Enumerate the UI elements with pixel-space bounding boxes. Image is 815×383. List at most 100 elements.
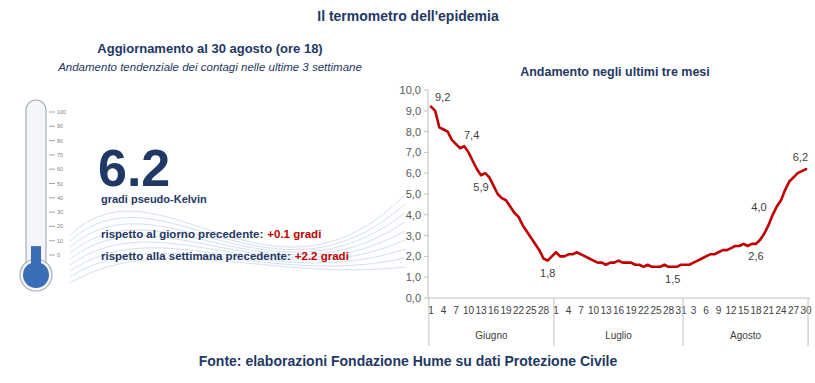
group-label: Giugno — [475, 330, 508, 341]
group-separator — [808, 298, 809, 346]
gauge-change: rispetto alla settimana precedente: +2.2 … — [101, 250, 349, 262]
gauge-change-value: +0.1 gradi — [267, 228, 321, 240]
x-tick-label: 30 — [800, 305, 812, 316]
gauge-tick-label: 100 — [57, 109, 66, 115]
y-tick-label: 4,0 — [406, 209, 421, 221]
y-tick — [424, 110, 428, 111]
annotation: 1,8 — [540, 267, 555, 279]
wave — [70, 240, 405, 265]
x-tick-label: 4 — [441, 305, 447, 316]
y-tick — [424, 277, 428, 278]
y-tick-label: 3,0 — [406, 230, 421, 242]
thermometer-bulb — [23, 262, 49, 288]
gauge-change: rispetto al giorno precedente: +0.1 gradi — [101, 228, 321, 240]
x-axis — [428, 298, 810, 299]
group-label: Agosto — [730, 330, 762, 341]
gauge-tick — [49, 226, 55, 227]
annotation: 6,2 — [793, 151, 808, 163]
source: Fonte: elaborazioni Fondazione Hume su d… — [199, 353, 618, 369]
y-tick — [424, 256, 428, 257]
x-tick-label: 28 — [663, 305, 675, 316]
annotation: 2,6 — [748, 250, 763, 262]
y-tick-label: 6,0 — [406, 167, 421, 179]
gauge-tick — [49, 140, 55, 141]
x-tick-label: 24 — [775, 305, 787, 316]
gauge-change-value: +2.2 gradi — [295, 250, 349, 262]
annotation: 1,5 — [665, 273, 680, 285]
wave — [70, 204, 405, 250]
x-tick-label: 19 — [500, 305, 512, 316]
y-tick-label: 0,0 — [406, 292, 421, 304]
decoration — [70, 195, 405, 283]
gauge-tick — [49, 240, 55, 241]
x-tick-label: 31 — [675, 305, 687, 316]
group-label: Luglio — [605, 330, 632, 341]
x-tick-label: 18 — [750, 305, 762, 316]
gauge-tick-label: 80 — [57, 138, 63, 144]
gauge-tick-label: 30 — [57, 209, 63, 215]
annotation: 7,4 — [464, 129, 479, 141]
x-tick-label: 25 — [525, 305, 537, 316]
x-tick-label: 9 — [716, 305, 722, 316]
x-tick-label: 25 — [650, 305, 662, 316]
y-tick-label: 5,0 — [406, 188, 421, 200]
y-tick — [424, 173, 428, 174]
gauge-change-label: rispetto alla settimana precedente: — [101, 250, 291, 262]
y-tick-label: 7,0 — [406, 146, 421, 158]
x-tick-label: 22 — [513, 305, 525, 316]
y-tick — [424, 235, 428, 236]
page: Il termometro dell'epidemia Aggiornamento… — [0, 0, 815, 383]
gauge-change-label: rispetto al giorno precedente: — [101, 228, 263, 240]
x-tick-label: 7 — [578, 305, 584, 316]
x-tick-label: 3 — [691, 305, 697, 316]
y-tick — [424, 194, 428, 195]
gauge-tick-label: 90 — [57, 123, 63, 129]
y-tick-label: 1,0 — [406, 271, 421, 283]
gauge-value: 6.2 — [98, 139, 170, 197]
group-separator — [683, 298, 684, 346]
x-tick-label: 12 — [725, 305, 737, 316]
x-tick-label: 16 — [488, 305, 500, 316]
gauge-tick — [49, 255, 55, 256]
y-tick-label: 10,0 — [400, 84, 421, 96]
group-separator — [428, 298, 429, 346]
axes: 0,01,02,03,04,05,06,07,08,09,010,0147101… — [400, 84, 812, 346]
x-tick-label: 7 — [453, 305, 459, 316]
thermometer-bulb-outline — [20, 259, 52, 291]
y-tick — [424, 90, 428, 91]
gauge-tick-label: 40 — [57, 195, 63, 201]
x-tick-label: 6 — [703, 305, 709, 316]
chart-title: Andamento negli ultimi tre mesi — [520, 65, 710, 79]
gauge-tick — [49, 154, 55, 155]
gauge-unit: gradi pseudo-Kelvin — [101, 193, 207, 205]
x-tick-label: 10 — [588, 305, 600, 316]
annotations: 9,27,45,91,81,52,64,06,2 — [435, 91, 808, 285]
gauge-tick — [49, 126, 55, 127]
line — [431, 107, 806, 267]
gauge-tick — [49, 212, 55, 213]
x-tick-label: 4 — [566, 305, 572, 316]
y-tick-label: 9,0 — [406, 105, 421, 117]
gauge-tick — [49, 169, 55, 170]
x-tick-label: 21 — [763, 305, 775, 316]
wave — [70, 259, 405, 283]
thermometer-tube — [26, 100, 46, 275]
y-tick — [424, 131, 428, 132]
gauge-tick-label: 20 — [57, 223, 63, 229]
gauge-tick — [49, 112, 55, 113]
gauge-subtitle: Andamento tendenziale dei contagi nelle … — [57, 61, 362, 73]
gauge-tick — [49, 183, 55, 184]
x-tick-label: 27 — [788, 305, 800, 316]
page-title: Il termometro dell'epidemia — [317, 8, 499, 24]
y-tick — [424, 298, 428, 299]
gauge-tick-label: 10 — [57, 238, 63, 244]
gauge-title: Aggiornamento al 30 agosto (ore 18) — [97, 41, 322, 56]
x-tick-label: 13 — [475, 305, 487, 316]
plot-area — [431, 107, 806, 267]
x-tick-label: 22 — [638, 305, 650, 316]
annotation: 4,0 — [751, 201, 766, 213]
x-tick-label: 15 — [738, 305, 750, 316]
y-tick-label: 2,0 — [406, 250, 421, 262]
x-tick-label: 19 — [625, 305, 637, 316]
gauge-tick-label: 70 — [57, 152, 63, 158]
